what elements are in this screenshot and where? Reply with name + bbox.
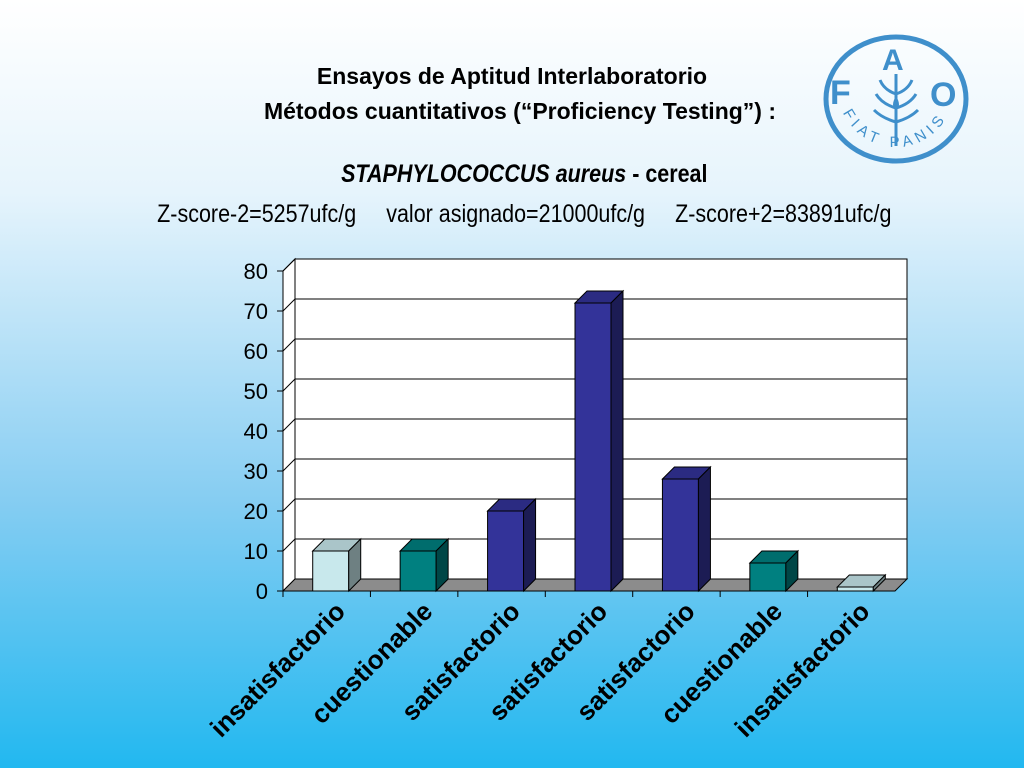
gridline-side bbox=[282, 418, 296, 432]
slide-title-line2: Métodos cuantitativos (“Proficiency Test… bbox=[263, 98, 777, 124]
gridline-side bbox=[282, 258, 296, 272]
bar-side bbox=[435, 537, 449, 593]
slide-title-line1: Ensayos de Aptitud Interlaboratorio bbox=[316, 63, 708, 89]
fao-logo-ring bbox=[823, 34, 969, 164]
matrix-name: - cereal bbox=[632, 160, 708, 188]
logo-letter-f: F bbox=[830, 74, 851, 112]
bar-side bbox=[610, 289, 624, 593]
y-tick-label: 50 bbox=[244, 379, 268, 404]
chart-subtitle: STAPHYLOCOCCUS aureus - cereal bbox=[73, 160, 976, 189]
gridline-side bbox=[282, 378, 296, 392]
gridline-side bbox=[282, 298, 296, 312]
bar-7 bbox=[836, 573, 887, 593]
organism-name: STAPHYLOCOCCUS aureus bbox=[341, 160, 627, 188]
bar-side bbox=[697, 465, 711, 593]
zscore-low-value: Z-score-2=5257ufc/g bbox=[157, 200, 357, 228]
bar-front bbox=[661, 478, 699, 592]
y-tick-label: 30 bbox=[244, 459, 268, 484]
bar-2 bbox=[398, 537, 450, 593]
bar-4 bbox=[573, 289, 625, 593]
bar-3 bbox=[486, 497, 537, 593]
bar-front bbox=[836, 586, 874, 592]
gridline-side bbox=[282, 498, 296, 512]
chart-bars bbox=[311, 289, 887, 593]
bar-front bbox=[312, 550, 350, 592]
bar-side bbox=[785, 549, 799, 593]
bar-front bbox=[574, 302, 612, 592]
bar-front bbox=[749, 562, 787, 592]
assigned-value: valor asignado=21000ufc/g bbox=[386, 200, 646, 228]
bar-6 bbox=[748, 549, 800, 593]
bar-side bbox=[523, 497, 537, 593]
logo-letter-o: O bbox=[930, 76, 956, 114]
bar-front bbox=[399, 550, 437, 592]
reference-values: Z-score-2=5257ufc/g valor asignado=21000… bbox=[73, 200, 976, 229]
y-tick-label: 20 bbox=[244, 499, 268, 524]
bar-1 bbox=[311, 537, 362, 593]
water-drop-icon bbox=[893, 96, 899, 110]
y-tick-label: 70 bbox=[244, 299, 268, 324]
fao-logo: F A O FIAT PANIS bbox=[823, 34, 969, 164]
bar-5 bbox=[661, 465, 712, 593]
y-tick-label: 0 bbox=[256, 579, 268, 604]
y-tick-label: 10 bbox=[244, 539, 268, 564]
logo-letter-a: A bbox=[882, 44, 904, 77]
y-tick-label: 60 bbox=[244, 339, 268, 364]
bar-front bbox=[487, 510, 525, 592]
bar-side bbox=[348, 537, 362, 593]
gridline-side bbox=[282, 338, 296, 352]
bar-side bbox=[872, 573, 886, 593]
zscore-high-value: Z-score+2=83891ufc/g bbox=[675, 200, 892, 228]
gridline-side bbox=[282, 538, 296, 552]
gridline-side bbox=[282, 458, 296, 472]
y-tick-label: 40 bbox=[244, 419, 268, 444]
y-tick-label: 80 bbox=[244, 259, 268, 284]
